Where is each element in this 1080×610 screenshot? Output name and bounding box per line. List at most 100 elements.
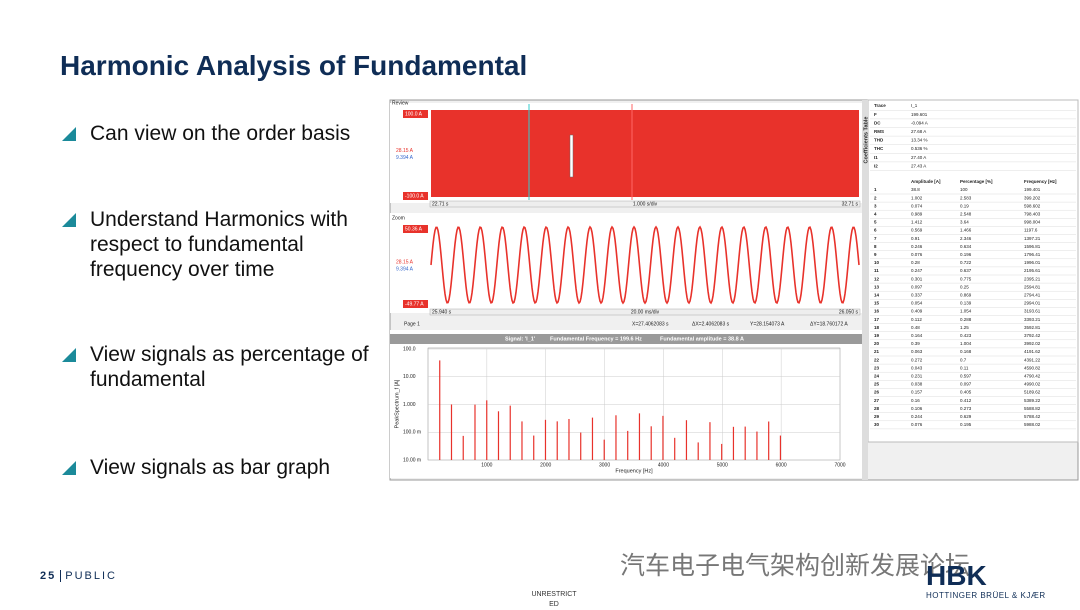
table-cell: 13.34 % [911, 138, 928, 143]
table-cell: 199.401 [1024, 187, 1041, 192]
table-cell: 0.597 [960, 373, 972, 378]
table-cell: 5788.42 [1024, 414, 1041, 419]
scale-box [403, 110, 428, 118]
table-cell: 2395.21 [1024, 276, 1041, 281]
table-cell: F [874, 112, 877, 117]
label: Zoom [392, 215, 405, 221]
table-cell: 598.602 [1024, 203, 1041, 208]
table-cell: 3592.81 [1024, 325, 1041, 330]
table-cell: 0.11 [960, 365, 969, 370]
table-cell: 20 [874, 341, 880, 346]
table-cell: 6 [874, 228, 877, 233]
bullet: View signals as percentage of fundamenta… [62, 342, 380, 392]
label: Fundamental amplitude = 38.8 A [660, 336, 744, 342]
table-cell: 2.346 [960, 236, 972, 241]
table-cell: 0.39 [911, 341, 920, 346]
toolbar-text: ΔX=2.4062083 s [692, 321, 730, 327]
table-cell: 0.043 [911, 365, 923, 370]
table-cell: 4 [874, 211, 877, 216]
label: 26.050 s [839, 309, 859, 315]
table-cell: 0.412 [960, 398, 972, 403]
table-cell: 0.196 [960, 252, 972, 257]
table-cell: 24 [874, 373, 880, 378]
table-cell: 0.629 [960, 414, 972, 419]
table-cell: 15 [874, 301, 880, 306]
y-tick-label: 100.0 [403, 346, 416, 352]
table-cell: 0.076 [911, 252, 923, 257]
column-header: Amplitude [A] [911, 179, 941, 184]
table-cell: 0.722 [960, 260, 972, 265]
x-tick-label: 7000 [834, 462, 845, 468]
table-cell: 2594.81 [1024, 284, 1041, 289]
table-cell: 30 [874, 422, 880, 427]
table-cell: 0.139 [960, 301, 972, 306]
table-cell: -0.094 A [911, 120, 928, 125]
table-cell: 0.7 [960, 357, 967, 362]
table-cell: 0.164 [911, 333, 923, 338]
column-header: Frequency [Hz] [1024, 179, 1057, 184]
time-bar [429, 200, 861, 208]
table-cell: 4391.22 [1024, 357, 1041, 362]
time-bar [429, 308, 861, 316]
table-cell: 5189.62 [1024, 390, 1041, 395]
scale-box [403, 300, 428, 308]
table-cell: 17 [874, 317, 880, 322]
table-cell: THC [874, 146, 884, 151]
table-cell: 4590.82 [1024, 365, 1041, 370]
table-cell: 0.405 [960, 390, 972, 395]
table-cell: 3 [874, 203, 877, 208]
table-cell: 1.466 [960, 228, 972, 233]
table-cell: 0.301 [911, 276, 923, 281]
table-cell: 3393.21 [1024, 317, 1041, 322]
table-cell: 0.272 [911, 357, 923, 362]
label: 32.71 s [842, 201, 859, 207]
table-cell: 4790.42 [1024, 373, 1041, 378]
table-cell: 1796.41 [1024, 252, 1041, 257]
splitter [862, 100, 868, 480]
x-axis-label: Frequency [Hz] [615, 468, 653, 474]
table-cell: 21 [874, 349, 880, 354]
bullet: View signals as bar graph [62, 455, 410, 480]
table-cell: 1 [874, 187, 877, 192]
table-cell: 100 [960, 187, 968, 192]
table-cell: 5 [874, 220, 877, 225]
table-cell: 1996.01 [1024, 260, 1041, 265]
table-cell: 199.601 [911, 112, 928, 117]
table-cell: 0.19 [960, 203, 969, 208]
table-cell: 0.775 [960, 276, 972, 281]
label: 22.71 s [432, 201, 449, 207]
table-cell: 0.063 [911, 349, 923, 354]
table [867, 99, 1079, 443]
table-cell: 1.004 [960, 341, 972, 346]
table-cell: 3792.42 [1024, 333, 1041, 338]
zoom-panel [390, 213, 862, 313]
table-cell: 1197.6 [1024, 228, 1038, 233]
table-cell: 16 [874, 309, 880, 314]
label: -100.0 A [405, 193, 424, 199]
table-cell: 27.43 A [911, 163, 926, 168]
table-cell: 19 [874, 333, 880, 338]
label: Fundamental Frequency = 199.6 Hz [550, 336, 642, 342]
table-cell: 0.634 [960, 244, 972, 249]
table-cell: 0.112 [911, 317, 922, 322]
company: HOTTINGER BRÜEL & KJÆR [926, 591, 1046, 600]
label: 25.940 s [432, 309, 452, 315]
table-cell: 0.074 [911, 203, 923, 208]
toolbar-text: Y=28.154073 A [750, 321, 785, 327]
page-number: 25 [40, 570, 57, 582]
label: 100.0 A [405, 111, 423, 117]
table-cell: 5588.82 [1024, 406, 1041, 411]
gap [569, 134, 574, 178]
table-cell: THD [874, 138, 884, 143]
table-cell: 0.168 [960, 349, 972, 354]
spectrum-header [390, 334, 862, 344]
table-cell: 1596.81 [1024, 244, 1041, 249]
table-cell: 4990.02 [1024, 382, 1041, 387]
logo: HBK [926, 560, 987, 591]
table-cell: 2 [874, 195, 877, 200]
table-cell: 1.054 [960, 309, 972, 314]
table-cell: 0.195 [960, 422, 972, 427]
table-cell: 399.202 [1024, 195, 1041, 200]
table-cell: 14 [874, 292, 880, 297]
watermark: 汽车电子电气架构创新发展论坛 [620, 552, 971, 580]
